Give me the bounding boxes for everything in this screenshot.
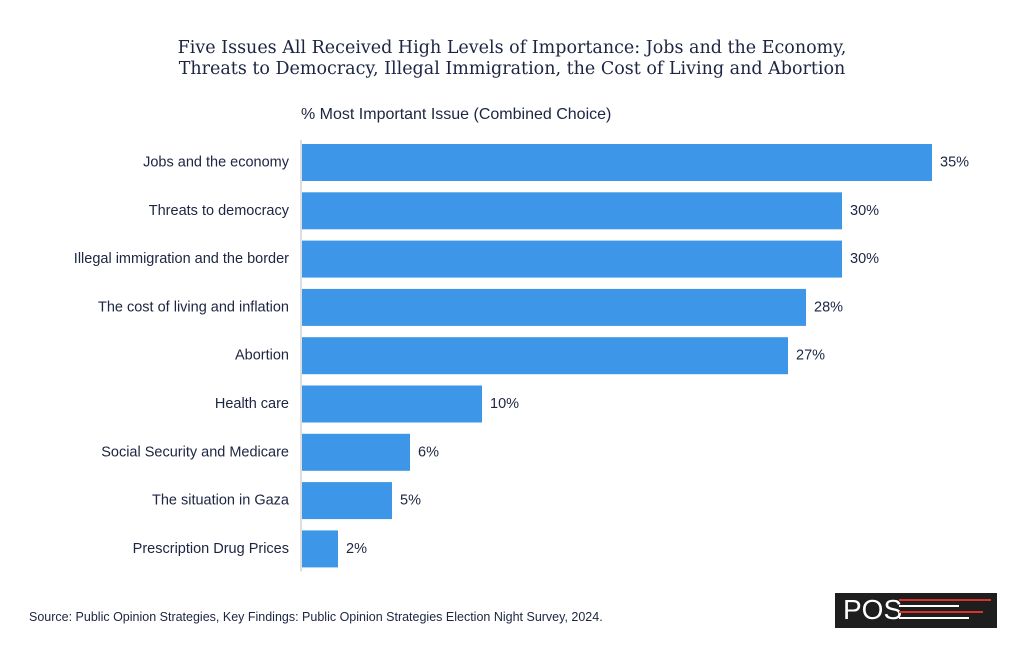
category-label: Health care (215, 396, 289, 412)
source-note: Source: Public Opinion Strategies, Key F… (29, 610, 603, 624)
category-label: The cost of living and inflation (98, 299, 289, 315)
chart-title-line-2: Threats to Democracy, Illegal Immigratio… (178, 59, 846, 79)
value-label: 10% (490, 396, 519, 412)
pos-logo: POS (835, 593, 997, 628)
bar (302, 385, 482, 423)
category-label: Illegal immigration and the border (74, 251, 289, 267)
value-label: 35% (940, 155, 969, 171)
logo-line-4 (899, 617, 969, 619)
category-label: Abortion (235, 348, 289, 364)
bar (302, 530, 338, 568)
logo-line-2 (899, 605, 959, 607)
logo-line-3 (899, 611, 983, 613)
logo-line-1 (899, 599, 991, 601)
category-label: The situation in Gaza (152, 493, 290, 509)
category-label: Jobs and the economy (143, 155, 290, 171)
chart-subtitle: % Most Important Issue (Combined Choice) (301, 106, 612, 123)
bar (302, 433, 410, 471)
value-label: 5% (400, 493, 421, 509)
value-label: 2% (346, 541, 367, 557)
value-label: 27% (796, 348, 825, 364)
bar (302, 288, 806, 326)
category-label: Social Security and Medicare (101, 444, 289, 460)
chart-title-line-1: Five Issues All Received High Levels of … (177, 38, 847, 58)
bar (302, 192, 842, 230)
value-label: 30% (850, 203, 879, 219)
logo-text: POS (843, 594, 903, 625)
bar (302, 482, 392, 520)
value-label: 30% (850, 251, 879, 267)
bar (302, 240, 842, 278)
category-label: Threats to democracy (149, 203, 290, 219)
bar (302, 337, 788, 375)
bar (302, 144, 932, 181)
category-label: Prescription Drug Prices (133, 541, 289, 557)
value-label: 28% (814, 299, 843, 315)
value-label: 6% (418, 444, 439, 460)
